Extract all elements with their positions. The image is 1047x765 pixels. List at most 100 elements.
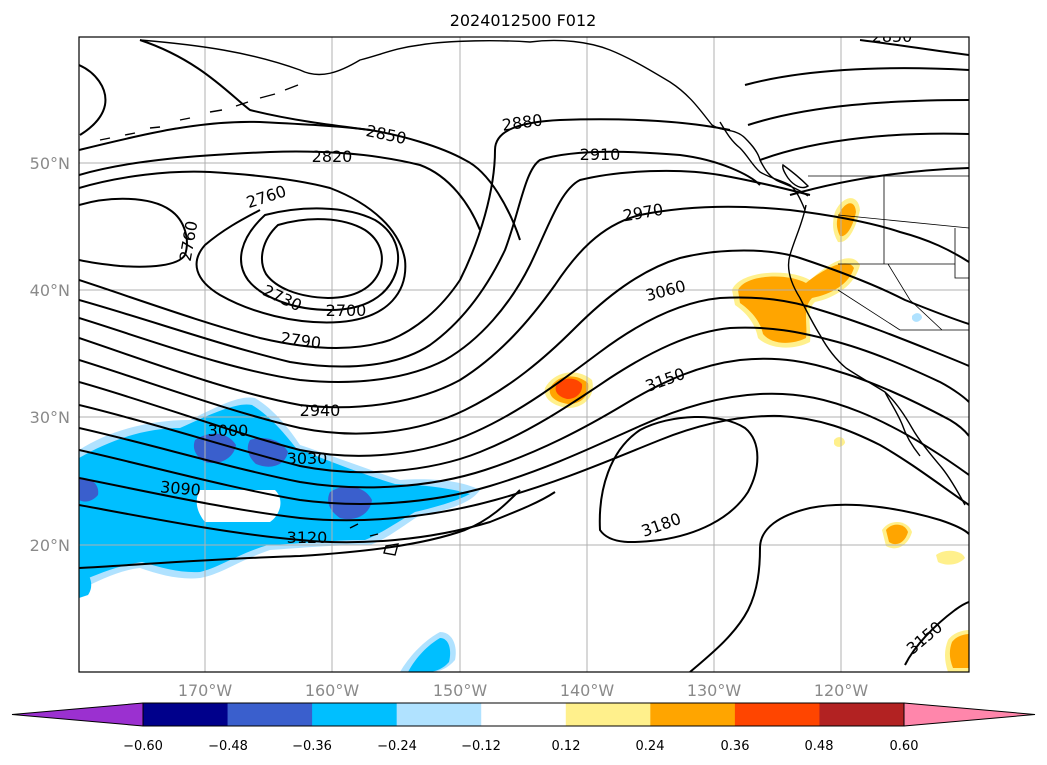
colorbar-tick-label: −0.48 — [208, 739, 248, 754]
contour-3060 — [79, 357, 969, 489]
contour-ring-outer — [79, 150, 481, 231]
contour-2850-b — [79, 120, 521, 241]
colorbar-segment — [396, 703, 482, 726]
contour-2850-north — [79, 64, 107, 136]
neg-strong-a — [193, 433, 236, 464]
contour-3150-b — [79, 489, 521, 569]
negative-anomaly-shading — [79, 397, 480, 672]
neg-light-blob — [912, 313, 922, 322]
pos-mid-6 — [949, 634, 969, 668]
contour-label: 3030 — [287, 449, 328, 468]
colorbar-tick-label: −0.36 — [292, 739, 332, 754]
gridlines — [79, 37, 969, 672]
contour-3090 — [79, 392, 969, 505]
contour-2880-top — [139, 39, 371, 131]
colorbar-segment — [143, 703, 229, 726]
map-title: 2024012500 F012 — [450, 11, 597, 30]
colorbar-tick-label: 0.36 — [721, 739, 750, 754]
contour-2700-ring — [261, 218, 383, 300]
colorbar-tick-label: 0.12 — [552, 739, 581, 754]
contour-3150-se — [904, 601, 969, 666]
contour-3030 — [79, 326, 969, 474]
lon-label: 150°W — [433, 681, 488, 700]
neg-mid-south — [408, 638, 451, 672]
lon-label: 160°W — [305, 681, 360, 700]
contour-2760-ring — [79, 170, 407, 324]
lat-label: 40°N — [30, 281, 70, 300]
contour-label: 2940 — [300, 401, 341, 420]
colorbar-segment — [734, 703, 820, 726]
pos-mid-3 — [836, 203, 856, 237]
contour-2910 — [79, 169, 811, 383]
pos-strong-1 — [555, 378, 583, 399]
contour-2730-ring — [240, 207, 400, 312]
colorbar-right-extend-outline — [903, 702, 1036, 727]
pos-light-5 — [936, 550, 965, 565]
contour-3150-sw — [689, 503, 969, 672]
us-west-coast — [787, 204, 966, 506]
neg-edge-west — [79, 565, 92, 598]
contour-ne-2 — [744, 67, 969, 86]
colorbar: −0.60 −0.48 −0.36 −0.24 −0.12 0.12 0.24 … — [11, 702, 1036, 754]
positive-anomaly-shading — [544, 198, 969, 672]
lon-label: 130°W — [687, 681, 742, 700]
contour-3180-ring — [598, 415, 759, 544]
borders — [808, 175, 969, 331]
map-frame — [78, 36, 970, 673]
colorbar-tick-label: −0.12 — [461, 739, 501, 754]
contour-label: 3090 — [159, 477, 201, 499]
contour-3120 — [79, 414, 969, 522]
colorbar-tick-label: −0.24 — [377, 739, 417, 754]
colorbar-left-extend-outline — [11, 702, 144, 727]
colorbar-segment — [227, 703, 313, 726]
height-contours — [79, 39, 969, 672]
baja-coast — [884, 391, 921, 457]
map-area: 2850 2880 2820 2910 2760 2760 2970 3060 … — [78, 27, 970, 673]
contour-ne-3 — [747, 99, 969, 126]
contour-3150-main — [79, 491, 556, 544]
lat-label: 30°N — [30, 408, 70, 427]
neg-strong-d — [79, 477, 99, 502]
colorbar-extend-left — [12, 703, 143, 726]
colorbar-tick-label: 0.60 — [890, 739, 919, 754]
contour-label: 3120 — [287, 528, 328, 547]
contour-label: 2910 — [580, 145, 621, 164]
neg-strong-c — [328, 486, 372, 520]
colorbar-frame — [142, 702, 905, 727]
colorbar-tick-label: −0.60 — [123, 739, 163, 754]
contour-ne-4 — [759, 132, 969, 161]
longitude-labels: 170°W 160°W 150°W 140°W 130°W 120°W — [178, 681, 869, 700]
contour-label: 2850 — [872, 27, 913, 46]
hawaii-islands — [349, 523, 399, 556]
colorbar-segment — [650, 703, 736, 726]
colorbar-segment — [312, 703, 398, 726]
pos-mid-4 — [886, 524, 908, 545]
contour-2940 — [79, 205, 969, 409]
contour-3000 — [79, 296, 969, 457]
contour-2820-long — [79, 150, 761, 368]
lon-label: 120°W — [814, 681, 869, 700]
contour-2790 — [79, 118, 731, 349]
colorbar-segments — [12, 703, 1035, 726]
colorbar-segment — [819, 703, 905, 726]
contour-label: 2820 — [312, 147, 353, 166]
contour-2970 — [79, 249, 969, 435]
colorbar-ticks: −0.60 −0.48 −0.36 −0.24 −0.12 0.12 0.24 … — [123, 739, 918, 754]
colorbar-tick-label: 0.48 — [805, 739, 834, 754]
pos-light-7 — [834, 437, 845, 447]
contour-label: 2700 — [326, 301, 367, 320]
lat-label: 20°N — [30, 536, 70, 555]
contour-2760-west — [79, 197, 188, 268]
lon-label: 140°W — [560, 681, 615, 700]
contour-ne-5 — [789, 167, 969, 196]
contour-2850-ne — [859, 39, 969, 56]
lat-label: 50°N — [30, 154, 70, 173]
contour-label: 3000 — [208, 421, 249, 440]
colorbar-tick-label: 0.24 — [636, 739, 665, 754]
colorbar-extend-right — [904, 703, 1035, 726]
colorbar-segment — [481, 703, 567, 726]
lon-label: 170°W — [178, 681, 233, 700]
state-borders — [837, 176, 969, 331]
vancouver-island — [782, 163, 810, 189]
